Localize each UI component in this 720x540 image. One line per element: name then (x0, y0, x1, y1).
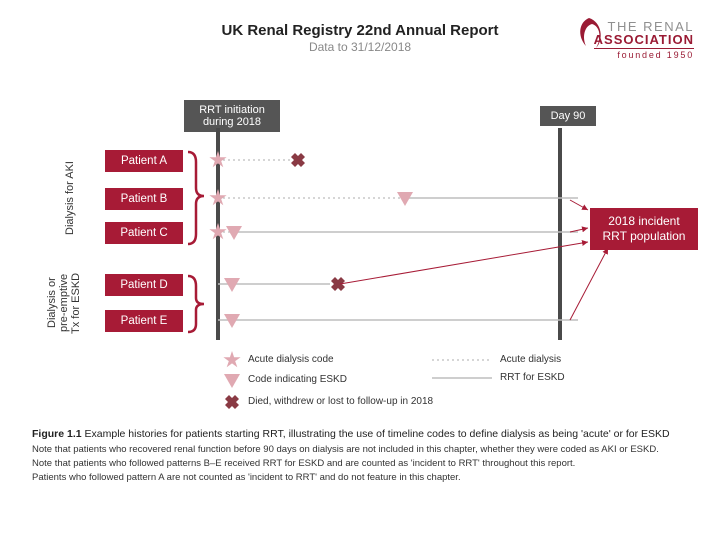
legend-dotted: Acute dialysis (500, 354, 561, 365)
patient-e-box: Patient E (105, 310, 183, 332)
group-label-eskd: Dialysis or pre-emptive Tx for ESKD (46, 268, 82, 338)
renal-association-logo: THE RENAL ASSOCIATION founded 1950 (594, 20, 694, 60)
figure-caption: Figure 1.1 Example histories for patient… (32, 428, 688, 441)
legend-star: Acute dialysis code (248, 354, 334, 365)
legend-solid: RRT for ESKD (500, 372, 565, 383)
legend-triangle: Code indicating ESKD (248, 374, 347, 385)
result-box: 2018 incident RRT population (590, 208, 698, 250)
logo-line3: founded 1950 (594, 48, 694, 60)
patient-d-box: Patient D (105, 274, 183, 296)
patient-a-box: Patient A (105, 150, 183, 172)
logo-line2: ASSOCIATION (594, 33, 694, 46)
note-1: Note that patients who recovered renal f… (32, 444, 688, 456)
badge-rrt-initiation: RRT initiation during 2018 (184, 100, 280, 132)
page: UK Renal Registry 22nd Annual Report Dat… (0, 0, 720, 540)
figure-text: Example histories for patients starting … (85, 428, 670, 440)
patient-b-box: Patient B (105, 188, 183, 210)
badge-day90: Day 90 (540, 106, 596, 126)
figure-label: Figure 1.1 (32, 428, 82, 440)
note-3: Patients who followed pattern A are not … (32, 472, 688, 484)
patient-c-box: Patient C (105, 222, 183, 244)
note-2: Note that patients who followed patterns… (32, 458, 688, 470)
legend-cross: Died, withdrew or lost to follow-up in 2… (248, 396, 433, 407)
group-label-aki: Dialysis for AKI (64, 148, 76, 248)
